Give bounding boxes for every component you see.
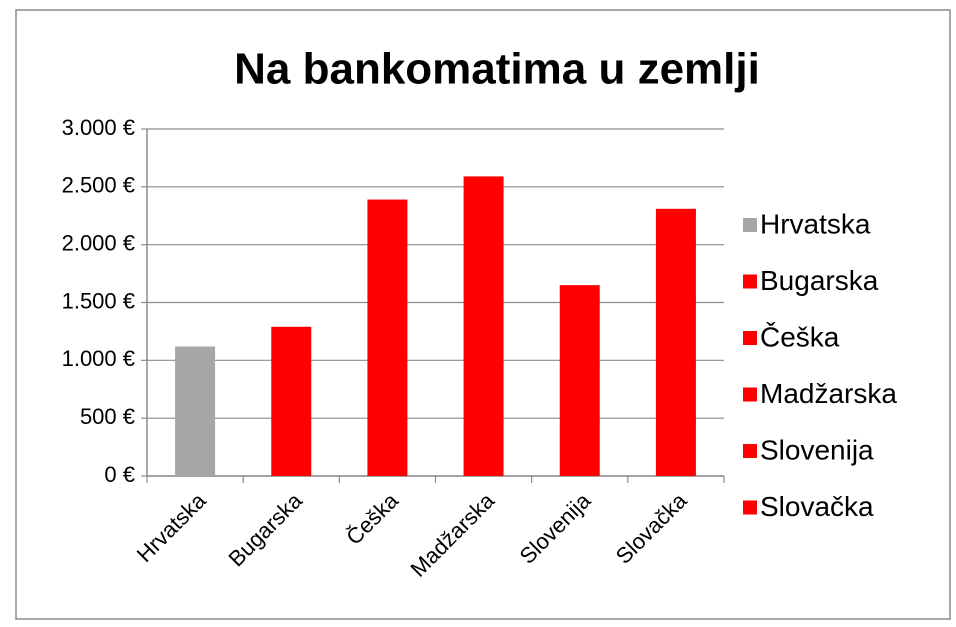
y-tick-label: 500 € [80,404,135,429]
legend-swatch [743,274,757,289]
legend-swatch [743,444,757,458]
legend-swatch [743,331,757,345]
chart-title: Na bankomatima u zemlji [234,45,760,94]
bar [367,199,408,476]
legend-label: Madžarska [760,378,897,409]
legend-swatch [743,500,757,515]
legend-label: Slovenija [760,434,874,465]
bar [559,285,600,476]
legend-label: Češka [760,321,840,352]
y-tick-label: 1.500 € [62,288,135,313]
y-tick-label: 0 € [104,462,135,487]
bar [271,326,312,476]
legend-label: Bugarska [760,265,879,296]
y-tick-label: 2.000 € [62,230,135,255]
y-tick-label: 2.500 € [62,173,135,198]
legend-label: Slovačka [760,491,874,522]
bar [655,208,696,476]
legend-swatch [743,387,757,402]
legend-swatch [743,218,757,232]
bar [463,176,504,476]
legend-label: Hrvatska [760,208,871,239]
y-tick-label: 1.000 € [62,346,135,371]
bar [175,346,216,476]
y-tick-label: 3.000 € [62,115,135,140]
